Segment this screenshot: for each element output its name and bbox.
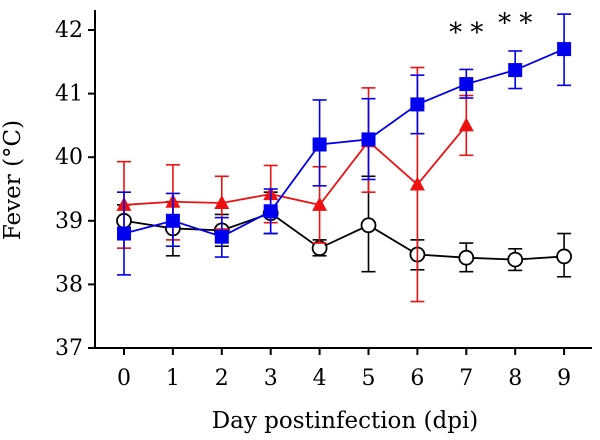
data-point (361, 132, 376, 147)
data-point (165, 213, 180, 228)
data-point (312, 137, 327, 152)
y-tick-labels: 37 38 39 40 41 42 (55, 18, 83, 361)
x-tick-label: 0 (117, 366, 131, 391)
data-point (360, 217, 377, 234)
data-point (312, 196, 328, 211)
x-tick-label: 3 (264, 366, 278, 391)
data-point (263, 204, 278, 219)
x-tick-label: 9 (557, 366, 571, 391)
x-axis-title: Day postinfection (dpi) (212, 408, 479, 434)
data-point (458, 249, 475, 266)
data-point (459, 77, 474, 92)
axes (88, 10, 592, 355)
series-line (123, 212, 565, 261)
y-tick-label: 42 (55, 18, 83, 43)
series-circle-open (116, 175, 572, 278)
series-layer (116, 13, 572, 303)
data-point (214, 229, 229, 244)
significance-marker: * * (449, 18, 483, 48)
significance-marker: * * (498, 8, 532, 38)
data-point (508, 63, 523, 78)
y-axis-title: Fever (°C) (0, 120, 26, 240)
series-square (117, 13, 572, 276)
series-line (123, 48, 565, 238)
x-tick-label: 6 (410, 366, 424, 391)
x-tick-label: 4 (313, 366, 327, 391)
data-point (409, 176, 425, 191)
y-tick-label: 40 (55, 145, 83, 170)
x-tick-label: 7 (459, 366, 473, 391)
data-point (117, 226, 131, 241)
y-tick-label: 39 (55, 209, 83, 234)
data-point (214, 194, 230, 209)
data-point (458, 117, 474, 132)
x-tick-label: 1 (166, 366, 180, 391)
x-tick-label: 5 (362, 366, 376, 391)
series-line (123, 124, 467, 206)
x-tick-label: 8 (508, 366, 522, 391)
x-tick-labels: 0 1 2 3 4 5 6 7 8 9 (117, 366, 571, 391)
data-point (557, 42, 572, 57)
y-tick-label: 41 (55, 82, 83, 107)
data-point (507, 251, 524, 268)
annotations: * * * * (449, 8, 532, 48)
y-tick-label: 38 (55, 272, 83, 297)
x-tick-label: 2 (215, 366, 229, 391)
y-tick-label: 37 (55, 336, 83, 361)
data-point (556, 248, 572, 265)
data-point (410, 97, 425, 112)
